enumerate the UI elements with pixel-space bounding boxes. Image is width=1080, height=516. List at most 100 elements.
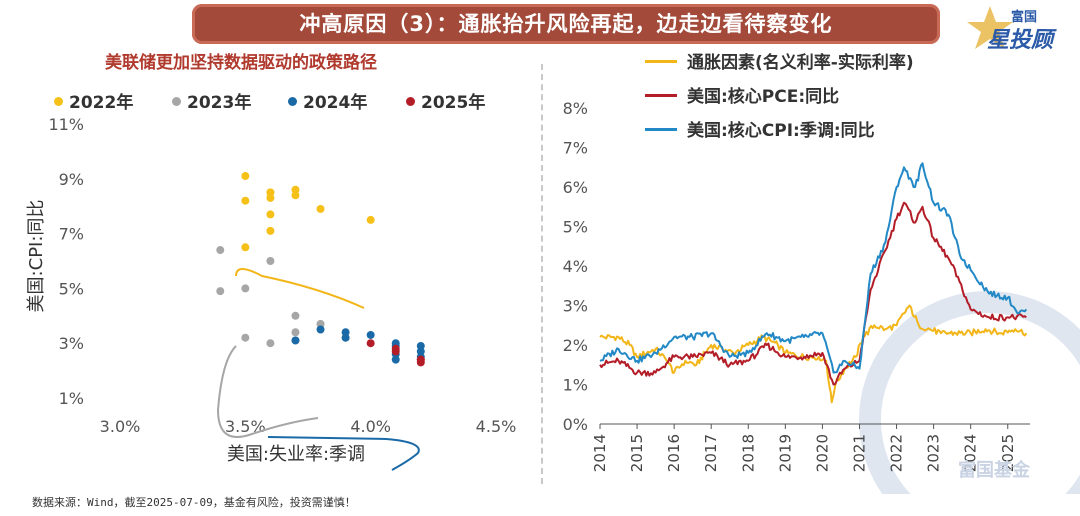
legend-item-pce: 美国:核心PCE:同比 xyxy=(645,82,839,107)
legend-item-2025: 2025年 xyxy=(406,88,485,113)
line-y-tick-label: 4% xyxy=(563,257,588,276)
left-chart-title: 美联储更加坚持数据驱动的政策路径 xyxy=(105,53,377,73)
scatter-point-2023 xyxy=(266,257,275,265)
legend-label-2025: 2025年 xyxy=(421,93,486,113)
scatter-point-2025 xyxy=(391,347,400,356)
line-x-tick-label: 2021 xyxy=(850,434,868,472)
scatter-y-tick-label: 7% xyxy=(59,225,84,244)
scatter-point-2024 xyxy=(341,328,350,337)
scatter-point-2022 xyxy=(266,193,275,202)
scatter-x-tick-label: 4.5% xyxy=(476,417,517,436)
scatter-point-2022 xyxy=(316,204,325,213)
scatter-point-2024 xyxy=(416,347,425,356)
page-title: 冲高原因（3）：通胀抬升风险再起，边走边看待察变化 xyxy=(299,12,833,36)
scatter-y-tick-label: 9% xyxy=(59,170,84,189)
watermark-text: 富国基金 xyxy=(958,460,1030,481)
line-x-tick-label: 2020 xyxy=(813,434,831,472)
scatter-point-2022 xyxy=(241,196,250,205)
scatter-points xyxy=(216,172,425,367)
line-y-tick-label: 3% xyxy=(563,297,588,316)
scatter-point-2025 xyxy=(416,355,425,364)
line-series-inflation xyxy=(599,304,1028,404)
legend-label-2024: 2024年 xyxy=(303,93,368,113)
line-x-tick-label: 2025 xyxy=(999,434,1017,472)
scatter-point-2025 xyxy=(366,339,375,348)
scatter-point-2022 xyxy=(291,185,300,194)
scatter-point-2022 xyxy=(266,226,275,235)
line-series-cpi xyxy=(599,162,1028,374)
line-series xyxy=(599,162,1028,404)
scatter-trend-arrows xyxy=(216,268,420,471)
scatter-point-2024 xyxy=(391,355,400,364)
scatter-point-2022 xyxy=(241,172,250,181)
legend-item-2022: 2022年 xyxy=(54,88,133,113)
line-x-tick-label: 2019 xyxy=(776,434,794,472)
legend-label-pce: 美国:核心PCE:同比 xyxy=(687,87,840,107)
line-y-tick-label: 6% xyxy=(563,178,588,197)
scatter-point-2022 xyxy=(366,215,375,224)
scatter-x-tick-label: 4.0% xyxy=(350,417,391,436)
scatter-y-tick-label: 3% xyxy=(59,334,84,353)
legend-item-2024: 2024年 xyxy=(288,88,367,113)
legend-item-cpi: 美国:核心CPI:季调:同比 xyxy=(645,116,875,141)
scatter-point-2023 xyxy=(266,339,275,348)
scatter-x-axis-label: 美国:失业率:季调 xyxy=(227,444,365,465)
panel-divider xyxy=(541,64,543,484)
scatter-point-2023 xyxy=(216,287,225,296)
legend-label-inflation: 通胀因素(名义利率-实际利率) xyxy=(687,53,914,73)
logo-text-main: 星投顾 xyxy=(987,28,1054,53)
trend-arrow-2024 xyxy=(267,436,420,471)
line-x-tick-label: 2016 xyxy=(665,434,683,472)
legend-dot-2025 xyxy=(406,96,415,106)
line-x-tick-label: 2023 xyxy=(925,434,943,472)
line-chart: 0% 1% 2% 3% 4% 5% 6% 7% 8% 2014 2015 2016 2017 2018 20… xyxy=(563,99,1080,494)
scatter-x-tick-label: 3.0% xyxy=(100,417,141,436)
line-y-tick-label: 0% xyxy=(563,415,588,434)
trend-arrow-2022 xyxy=(235,268,365,309)
scatter-point-2023 xyxy=(241,284,250,293)
line-x-tick-label: 2014 xyxy=(591,434,609,472)
legend-swatch-inflation xyxy=(645,59,677,63)
scatter-chart: 1%3%5%7%9%11%3.0% 3.5% 4.0% 4.5% 美国:失业率:季调 … xyxy=(26,115,516,471)
scatter-point-2022 xyxy=(291,191,300,200)
logo-text-top: 富国 xyxy=(1011,10,1038,25)
scatter-point-2024 xyxy=(416,341,425,350)
scatter-point-2023 xyxy=(291,311,300,320)
legend-label-cpi: 美国:核心CPI:季调:同比 xyxy=(687,121,875,141)
legend-dot-2022 xyxy=(54,96,63,106)
star-icon xyxy=(967,6,1013,49)
title-banner: 冲高原因（3）：通胀抬升风险再起，边走边看待察变化 xyxy=(192,4,940,44)
source-note: 数据来源：Wind，截至2025-07-09，基金有风险，投资需谨慎！ xyxy=(32,496,356,509)
scatter-point-2024 xyxy=(341,333,350,342)
legend-item-2023: 2023年 xyxy=(172,88,251,113)
legend-swatch-cpi xyxy=(645,127,677,131)
line-axes: 0% 1% 2% 3% 4% 5% 6% 7% 8% 2014 2015 2016 2017 2018 20… xyxy=(563,99,1080,494)
line-x-tick-label: 2015 xyxy=(628,434,646,472)
scatter-y-tick-label: 5% xyxy=(59,279,84,298)
brand-logo: 富国 星投顾 xyxy=(965,4,1075,53)
scatter-axes: 1% 3% 5% 7% 9% 11% 3.0% 3.5% 4.0% 4.5% xyxy=(48,115,516,436)
scatter-point-2022 xyxy=(266,210,275,219)
scatter-point-2024 xyxy=(291,336,300,345)
scatter-point-2024 xyxy=(366,330,375,339)
scatter-x-tick-label: 3.5% xyxy=(225,417,266,436)
scatter-y-tick-label: 1% xyxy=(59,389,84,408)
line-y-tick-label: 5% xyxy=(563,218,588,237)
scatter-point-2022 xyxy=(241,243,250,252)
scatter-y-axis-label: 美国:CPI:同比 xyxy=(26,200,47,313)
legend-swatch-pce xyxy=(645,93,677,97)
scatter-point-2023 xyxy=(291,328,300,337)
line-x-tick-label: 2024 xyxy=(962,434,980,472)
legend-dot-2023 xyxy=(172,96,181,106)
scatter-point-2023 xyxy=(216,246,225,255)
legend-label-2022: 2022年 xyxy=(69,93,134,113)
line-series-pce xyxy=(599,201,1027,386)
line-y-tick-label: 8% xyxy=(563,99,588,118)
scatter-point-2023 xyxy=(241,333,250,342)
legend-item-inflation: 通胀因素(名义利率-实际利率) xyxy=(645,48,914,73)
scatter-point-2022 xyxy=(266,188,275,197)
scatter-point-2024 xyxy=(316,325,325,334)
legend-label-2023: 2023年 xyxy=(187,93,252,113)
trend-arrow-2023 xyxy=(216,345,319,438)
line-y-tick-label: 1% xyxy=(563,376,588,395)
